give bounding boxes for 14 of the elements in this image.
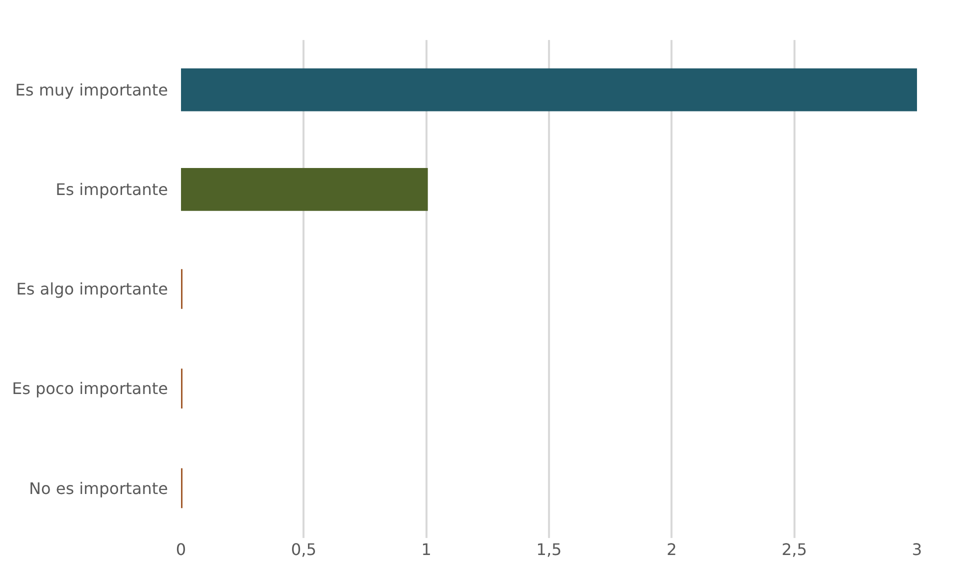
- y-tick-label: Es importante: [56, 180, 168, 199]
- x-tick-label: 3: [912, 540, 922, 559]
- y-tick-label: Es poco importante: [12, 379, 168, 398]
- x-tick-label: 0,5: [290, 540, 316, 559]
- bar: [181, 68, 917, 112]
- x-tick-label: 0: [176, 540, 186, 559]
- bar: [181, 168, 428, 211]
- y-tick-label: Es muy importante: [15, 80, 168, 100]
- y-tick-label: Es algo importante: [16, 280, 168, 299]
- x-tick-label: 1,5: [536, 540, 562, 559]
- y-tick-label: No es importante: [29, 478, 168, 498]
- x-tick-label: 2: [666, 540, 677, 559]
- x-tick-label: 2,5: [782, 540, 808, 559]
- x-tick-label: 1: [421, 540, 432, 559]
